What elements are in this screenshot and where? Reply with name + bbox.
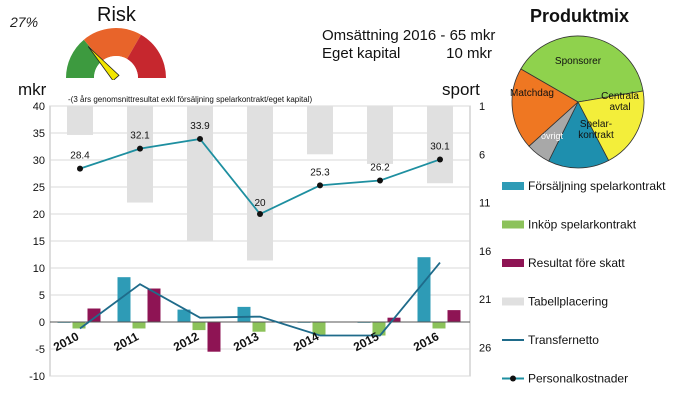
revenue-info: Omsättning 2016 - 65 mkr xyxy=(322,27,496,44)
bar-tabellplacering xyxy=(67,106,93,135)
risk-title: Risk xyxy=(97,4,136,26)
y-tick-label: 15 xyxy=(33,236,45,248)
bar-resultat-före-skatt xyxy=(87,308,101,322)
legend-label: Personalkostnader xyxy=(528,372,628,386)
risk-percent: 27% xyxy=(10,14,39,30)
bar-tabellplacering xyxy=(127,106,153,203)
legend-label: Försäljning spelarkontrakt xyxy=(528,179,666,193)
bar-inköp-spelarkontrakt xyxy=(72,322,86,329)
pie-slice-0 xyxy=(520,35,644,103)
y2-tick-label: 1 xyxy=(479,101,485,113)
bar-inköp-spelarkontrakt xyxy=(432,322,446,329)
y-tick-label: -5 xyxy=(35,344,45,356)
line-transfernetto xyxy=(79,262,441,337)
y2-tick-label: 16 xyxy=(479,246,491,258)
legend-swatch xyxy=(502,182,524,190)
gauge-segment-mid xyxy=(83,28,141,62)
point-personalkostnader xyxy=(317,182,323,189)
y-tick-label: 30 xyxy=(33,155,45,167)
bar-resultat-före-skatt xyxy=(147,288,161,322)
legend: Försäljning spelarkontrakt Inköp spelarko… xyxy=(502,179,666,386)
chart-subnote: -(3 års genomsnittresultat exkl försäljn… xyxy=(68,95,313,104)
bar-tabellplacering xyxy=(307,106,333,155)
bar-resultat-före-skatt xyxy=(207,322,221,352)
point-personalkostnader xyxy=(197,135,203,142)
legend-label: Tabellplacering xyxy=(528,295,608,309)
y-axis-unit-left: mkr xyxy=(18,80,47,99)
x-tick-label: 2012 xyxy=(171,329,201,354)
bar-tabellplacering xyxy=(187,106,213,242)
data-label: 30.1 xyxy=(430,141,450,152)
data-label: 25.3 xyxy=(310,167,330,178)
y2-tick-label: 11 xyxy=(479,198,490,210)
pie-slice-4 xyxy=(511,68,579,147)
data-label: 32.1 xyxy=(130,131,150,142)
pie-label-0: Sponsorer xyxy=(555,56,602,67)
legend-swatch xyxy=(502,220,524,229)
y-tick-label: 5 xyxy=(39,290,45,302)
pie-label-2: Spelar-kontrakt xyxy=(578,119,614,141)
point-personalkostnader xyxy=(137,145,143,152)
y-tick-label: 25 xyxy=(33,182,45,194)
bar-tabellplacering xyxy=(367,106,393,164)
x-tick-label: 2016 xyxy=(411,329,441,354)
y-tick-label: -10 xyxy=(29,371,45,383)
point-personalkostnader xyxy=(77,165,83,172)
y-tick-label: 0 xyxy=(39,317,45,329)
point-personalkostnader xyxy=(257,211,263,217)
x-tick-label: 2011 xyxy=(111,329,141,354)
point-personalkostnader xyxy=(377,177,383,184)
legend-swatch xyxy=(502,259,524,267)
equity-label: Eget kapital xyxy=(322,45,401,62)
produktmix-title: Produktmix xyxy=(530,6,630,26)
y-tick-label: 40 xyxy=(33,101,45,113)
y2-tick-label: 21 xyxy=(479,294,491,306)
y-tick-label: 35 xyxy=(33,128,45,140)
gauge-segment-low xyxy=(66,39,102,78)
bar-tabellplacering xyxy=(427,106,453,184)
legend-label: Resultat före skatt xyxy=(528,256,625,270)
produktmix-pie: Sponsorer Centrala avtal Spelar-kontrakt övr… xyxy=(510,35,645,169)
bar-försäljning-spelarkontrakt xyxy=(177,309,191,322)
y2-tick-label: 6 xyxy=(479,149,485,161)
data-label: 28.4 xyxy=(70,151,90,162)
bar-försäljning-spelarkontrakt xyxy=(237,306,251,322)
y-tick-label: 20 xyxy=(33,209,45,221)
legend-marker xyxy=(510,375,516,382)
pie-slice-1 xyxy=(577,90,645,162)
bar-resultat-före-skatt xyxy=(447,310,461,322)
bar-försäljning-spelarkontrakt xyxy=(117,277,131,322)
pie-label-3: övrigt xyxy=(541,131,564,141)
x-tick-label: 2013 xyxy=(231,329,261,354)
bar-tabellplacering xyxy=(247,106,273,261)
pie-label-1: Centrala avtal xyxy=(601,91,639,113)
gauge-needle xyxy=(87,46,120,80)
point-personalkostnader xyxy=(437,156,443,163)
x-tick-label: 2010 xyxy=(51,329,81,354)
gauge-segment-high xyxy=(127,34,166,78)
bar-inköp-spelarkontrakt xyxy=(132,322,146,329)
data-label: 33.9 xyxy=(190,121,210,132)
risk-gauge xyxy=(66,28,166,80)
data-label: 26.2 xyxy=(370,163,390,174)
equity-info: Eget kapital 10 mkr xyxy=(322,45,492,62)
equity-value: 10 mkr xyxy=(446,45,492,62)
y-axis-unit-right: sport xyxy=(442,80,480,99)
y-tick-label: 10 xyxy=(33,263,45,275)
bar-försäljning-spelarkontrakt xyxy=(417,257,431,322)
bar-inköp-spelarkontrakt xyxy=(252,322,266,332)
legend-label: Inköp spelarkontrakt xyxy=(528,218,637,232)
pie-slice-2 xyxy=(548,101,610,169)
bar-inköp-spelarkontrakt xyxy=(192,322,206,331)
data-label: 20 xyxy=(254,198,266,209)
bar-inköp-spelarkontrakt xyxy=(312,322,326,336)
legend-swatch xyxy=(502,297,524,306)
legend-label: Transfernetto xyxy=(528,333,599,347)
y2-tick-label: 26 xyxy=(479,342,491,354)
pie-label-4: Matchdag xyxy=(510,88,554,99)
